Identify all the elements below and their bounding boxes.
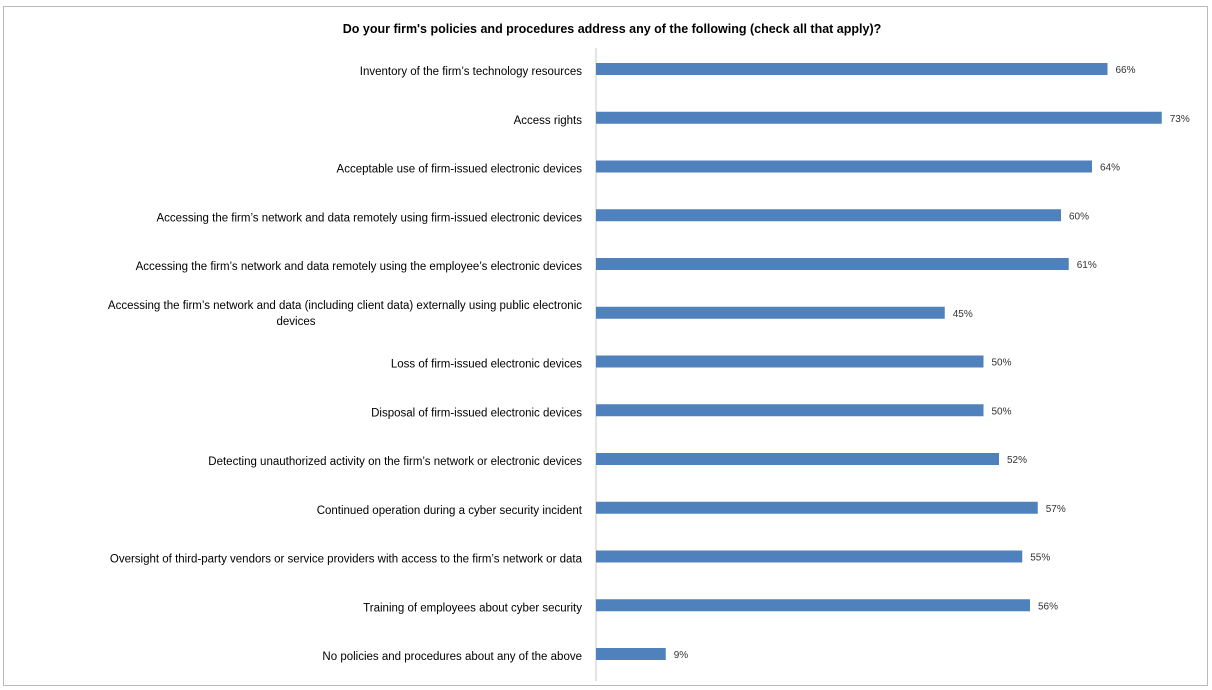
bar-4 [596, 209, 1061, 222]
category-label-6-line-1: Accessing the firm’s network and data (i… [108, 300, 582, 312]
category-label-3: Acceptable use of firm-issued electronic… [337, 164, 583, 176]
category-label-13: No policies and procedures about any of … [322, 651, 582, 663]
data-label-8: 50% [992, 406, 1012, 417]
category-label-11: Oversight of third-party vendors or serv… [110, 554, 583, 566]
category-label-8: Disposal of firm-issued electronic devic… [371, 407, 582, 419]
bar-3 [596, 160, 1092, 173]
data-label-1: 66% [1116, 65, 1136, 76]
category-labels-layer: Inventory of the firm’s technology resou… [108, 66, 583, 663]
bar-2 [596, 111, 1162, 124]
category-label-4: Accessing the firm’s network and data re… [157, 212, 583, 224]
data-label-13: 9% [674, 650, 689, 661]
bar-9 [596, 453, 999, 465]
category-label-10: Continued operation during a cyber secur… [317, 505, 583, 517]
category-label-6-line-2: devices [277, 316, 316, 328]
data-label-3: 64% [1100, 163, 1120, 174]
data-label-7: 50% [992, 358, 1012, 369]
category-label-7: Loss of firm-issued electronic devices [391, 359, 582, 371]
bar-13 [596, 648, 666, 660]
bar-8 [596, 404, 984, 417]
bar-12 [596, 599, 1030, 612]
chart-title: Do your firm's policies and procedures a… [343, 22, 882, 36]
category-label-2: Access rights [514, 115, 583, 127]
data-label-11: 55% [1030, 553, 1050, 564]
data-label-4: 60% [1069, 211, 1089, 222]
bar-10 [596, 501, 1038, 514]
bar-11 [596, 550, 1023, 563]
category-label-1: Inventory of the firm’s technology resou… [360, 66, 582, 78]
category-label-5: Accessing the firm’s network and data re… [136, 261, 583, 273]
value-labels-layer: 66% 73% 64% 60% 61% 45% 50% 50% 52% 57% 55% 56% 9% [674, 65, 1190, 661]
category-label-9: Detecting unauthorized activity on the f… [208, 456, 582, 468]
bar-6 [596, 306, 945, 319]
bar-7 [596, 355, 984, 368]
bars-layer [596, 63, 1162, 660]
category-label-12: Training of employees about cyber securi… [363, 602, 582, 614]
data-label-9: 52% [1007, 455, 1027, 466]
data-label-5: 61% [1077, 260, 1097, 271]
data-label-12: 56% [1038, 601, 1058, 612]
data-label-2: 73% [1170, 114, 1190, 125]
data-label-10: 57% [1046, 504, 1066, 515]
bar-1 [596, 63, 1108, 75]
data-label-6: 45% [953, 309, 973, 320]
category-label-6: Accessing the firm’s network and data (i… [108, 300, 582, 328]
bar-5 [596, 258, 1069, 270]
